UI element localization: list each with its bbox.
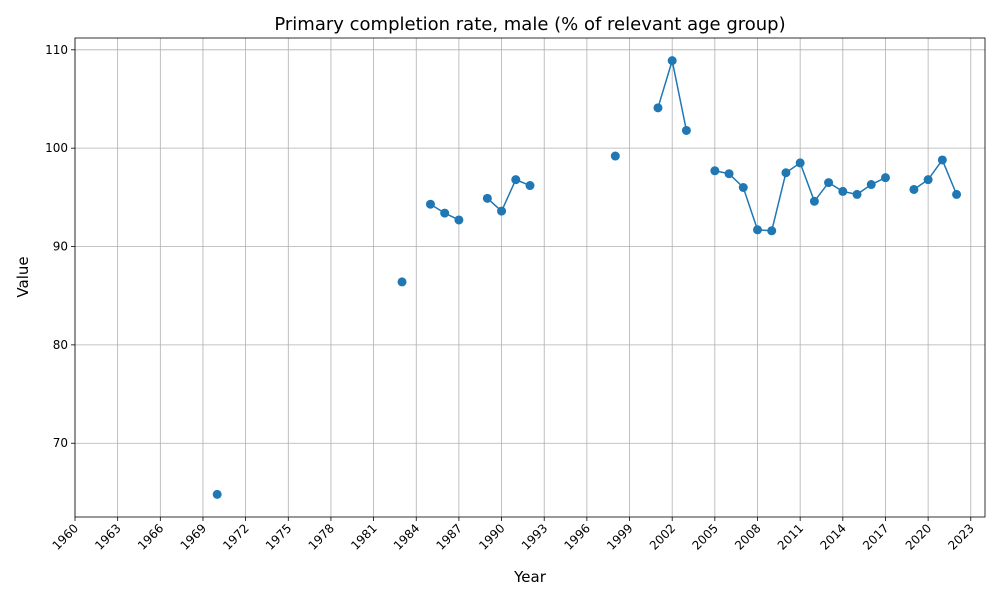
y-axis-ticks: 70 80 90 100 110	[45, 43, 75, 450]
data-point	[952, 189, 962, 199]
x-tick-label: 2005	[689, 521, 720, 552]
x-tick-label: 1969	[178, 521, 209, 552]
y-tick-label: 80	[53, 338, 68, 352]
data-point	[653, 103, 663, 113]
grid-lines	[74, 38, 985, 517]
x-tick-label: 2020	[903, 521, 934, 552]
data-point	[397, 277, 407, 287]
data-point	[866, 180, 876, 190]
data-point	[753, 225, 762, 235]
y-tick-label: 100	[45, 141, 68, 155]
y-tick-label: 110	[45, 43, 68, 57]
x-tick-label: 1960	[50, 521, 81, 552]
x-tick-label: 1996	[561, 521, 592, 552]
x-tick-label: 1984	[391, 521, 422, 552]
x-tick-label: 2002	[647, 521, 678, 552]
data-point	[767, 226, 777, 236]
data-point	[724, 169, 734, 179]
plot-frame	[74, 37, 986, 518]
x-tick-label: 1981	[348, 521, 379, 552]
x-tick-label: 1993	[519, 521, 550, 552]
y-tick-label: 70	[53, 436, 68, 450]
x-tick-label: 1978	[306, 521, 337, 552]
data-point	[824, 178, 834, 188]
data-point	[795, 158, 805, 168]
x-tick-label: 1990	[476, 521, 507, 552]
data-point	[923, 175, 933, 185]
x-tick-label: 2017	[860, 521, 891, 552]
data-point	[482, 193, 492, 203]
x-tick-label: 1999	[604, 521, 635, 552]
data-point	[852, 189, 862, 199]
x-tick-label: 2023	[945, 521, 976, 552]
series-line-segment	[913, 158, 958, 195]
data-point	[809, 196, 819, 206]
chart-title: Primary completion rate, male (% of rele…	[274, 14, 785, 35]
data-point	[909, 184, 919, 194]
x-tick-label: 1963	[92, 521, 123, 552]
y-tick-label: 90	[53, 240, 68, 254]
data-point	[454, 215, 464, 225]
x-tick-label: 1987	[434, 521, 465, 552]
x-tick-label: 2011	[775, 521, 806, 552]
x-tick-label: 1972	[220, 521, 251, 552]
data-point	[738, 183, 748, 193]
data-point	[497, 206, 507, 216]
series-line-segment	[486, 178, 531, 213]
y-axis-label: Value	[14, 256, 32, 297]
data-point	[781, 168, 791, 178]
data-point	[610, 151, 620, 161]
x-tick-label: 1975	[263, 521, 294, 552]
data-point	[937, 155, 947, 165]
x-tick-label: 1966	[135, 521, 166, 552]
data-point	[525, 181, 535, 191]
data-point	[440, 208, 450, 218]
data-point	[667, 56, 677, 66]
x-tick-label: 2014	[817, 521, 848, 552]
x-tick-label: 2008	[732, 521, 763, 552]
data-point	[212, 489, 222, 499]
x-axis-label: Year	[513, 568, 547, 586]
data-point	[710, 166, 720, 176]
x-axis-ticks: 1960 1963 1966 1969 1972 1975 1978 1981 1984 1987…	[50, 517, 977, 553]
data-point	[511, 175, 521, 185]
data-point	[838, 186, 848, 196]
data-point	[681, 125, 691, 135]
data-point	[425, 199, 435, 209]
data-point	[880, 173, 890, 183]
series-layer	[212, 56, 962, 499]
